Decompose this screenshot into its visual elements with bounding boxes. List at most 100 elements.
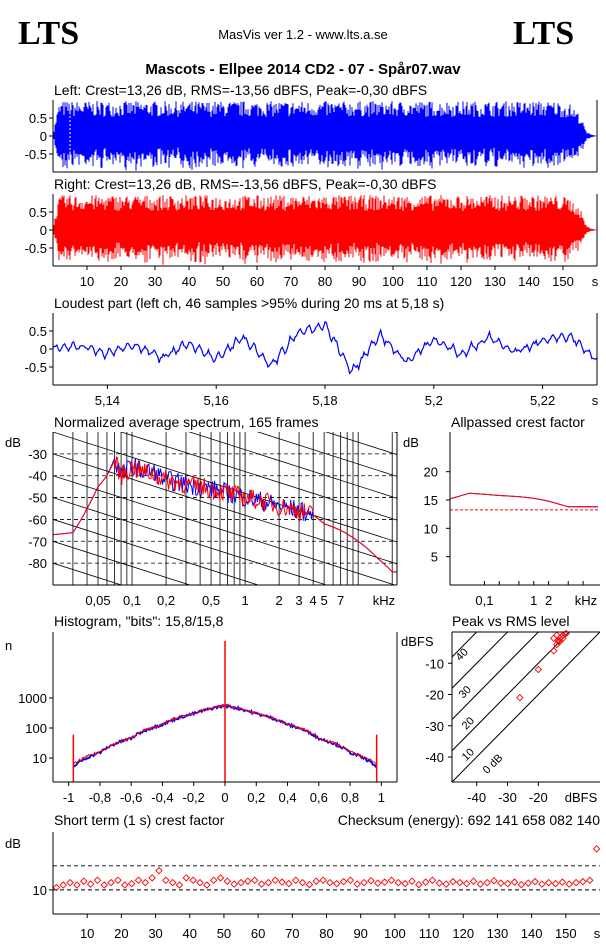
spectrum-slope-line: [53, 540, 192, 585]
right-wave-title: Right: Crest=13,26 dB, RMS=-13,56 dBFS, …: [54, 176, 436, 192]
histogram-xtick-label: -0,2: [183, 790, 205, 805]
histogram-xtick-label: -0,8: [89, 790, 111, 805]
short-crest-point: [408, 877, 416, 885]
allpass-ytick-label: 10: [424, 521, 438, 536]
allpass-line-left: [449, 492, 598, 508]
short-crest-point: [223, 877, 232, 885]
short-crest-xtick-label: 120: [452, 926, 474, 941]
spectrum-slope-line: [120, 432, 397, 521]
loudest-ytick-label: -0.5: [25, 360, 47, 375]
spectrum-xtick-label: 0,5: [202, 593, 220, 608]
spectrum-xtick-label: 1: [241, 593, 248, 608]
short-crest-point: [346, 876, 355, 884]
right-wave-xtick-label: 130: [484, 274, 506, 289]
short-crest-point: [565, 880, 573, 888]
loudest-ytick-label: 0.5: [29, 324, 47, 339]
right-wave-xtick-label: 60: [250, 274, 264, 289]
loudest-ytick-label: 0: [40, 342, 47, 357]
short-crest-xtick-label: 110: [419, 926, 440, 941]
file-title: Mascots - Ellpee 2014 CD2 - 07 - Spår07.…: [145, 61, 461, 78]
short-crest-point: [503, 879, 512, 888]
short-crest-xtick-label: 150: [555, 926, 577, 941]
loudest-xunit-label: s: [592, 393, 599, 408]
histogram-xtick-label: 0,4: [279, 790, 297, 805]
short-crest-point: [244, 877, 252, 885]
spectrum-ytick-label: -30: [28, 447, 47, 462]
peak-rms-diagonals: [452, 632, 600, 782]
spectrum-ytick-label: -40: [28, 469, 47, 484]
short-crest-xtick-label: 140: [521, 926, 543, 941]
right-wave-xtick-label: 120: [450, 274, 472, 289]
loudest-xtick-label: 5,2: [425, 393, 443, 408]
short-crest-point: [469, 877, 478, 885]
allpass-xtick-label: 2: [545, 593, 552, 608]
short-crest-point: [415, 880, 423, 889]
peak-rms-point: [556, 637, 564, 646]
short-crest-point: [162, 876, 170, 884]
app-title: MasVis ver 1.2 - www.lts.a.se: [218, 27, 388, 42]
peak-rms-diagonal-label: 40: [454, 646, 471, 663]
logo-left: LTS: [18, 15, 79, 52]
allpass-xtick-label: 0,1: [475, 593, 493, 608]
histogram-ytick-label: 10: [33, 751, 47, 766]
peak-rms-ytick-label: -30: [425, 719, 444, 734]
short-crest-point: [127, 879, 136, 888]
peak-rms-ytick-label: -20: [425, 688, 444, 703]
right-wave-xtick-label: 70: [284, 274, 298, 289]
spectrum-ytick-label: -70: [28, 534, 47, 549]
short-crest-point: [114, 876, 122, 884]
short-crest-point: [209, 876, 218, 884]
short-crest-point: [551, 879, 560, 888]
short-crest-point: [374, 879, 382, 887]
short-crest-point: [73, 881, 81, 889]
short-crest-point: [319, 876, 327, 884]
short-crest-point: [141, 878, 150, 887]
short-crest-point: [476, 880, 485, 888]
short-crest-point: [428, 876, 437, 884]
short-crest-point: [579, 877, 587, 886]
spectrum-slope-line: [53, 453, 397, 565]
allpass-title: Allpassed crest factor: [451, 414, 585, 430]
spectrum-xunit-label: kHz: [373, 593, 395, 608]
spectrum-slope-line: [53, 475, 397, 585]
short-crest-point: [203, 881, 211, 889]
spectrum-ytick-label: -50: [28, 491, 47, 506]
short-crest-point: [490, 876, 498, 885]
short-crest-xtick-label: 30: [148, 926, 162, 941]
spectrum-xtick-label: 0,2: [157, 593, 175, 608]
right-wave-ytick-label: -0.5: [25, 241, 47, 256]
spectrum-xtick-label: 7: [337, 593, 344, 608]
right-wave-xtick-label: 150: [552, 274, 574, 289]
short-crest-point: [339, 877, 348, 886]
short-crest-point: [59, 881, 68, 889]
spectrum-title: Normalized average spectrum, 165 frames: [54, 414, 319, 430]
histogram-xtick-label: 0,2: [247, 790, 265, 805]
short-crest-point: [52, 883, 61, 892]
short-crest-point: [483, 878, 491, 887]
checksum-text: Checksum (energy): 692 141 658 082 140: [338, 812, 600, 828]
short-crest-point: [175, 881, 184, 889]
right-wave-xunit-label: s: [592, 274, 599, 289]
right-wave-xtick-label: 20: [114, 274, 128, 289]
left-wave-ytick-label: 0: [40, 129, 47, 144]
short-crest-point: [100, 881, 109, 889]
short-crest-point: [155, 866, 163, 875]
short-crest-point: [182, 874, 191, 882]
short-crest-point: [367, 876, 375, 885]
short-crest-xtick-label: 10: [80, 926, 94, 941]
spectrum-ylabel: dB: [5, 435, 21, 450]
short-crest-xunit-label: s: [594, 926, 601, 941]
short-crest-xtick-label: 20: [114, 926, 128, 941]
spectrum-ytick-label: -60: [28, 512, 47, 527]
peak-rms-xtick-label: -20: [529, 790, 548, 805]
peak-rms-xtick-label: -30: [498, 790, 517, 805]
peak-rms-point: [550, 634, 558, 642]
short-crest-point: [216, 874, 225, 882]
short-crest-point: [517, 880, 526, 889]
allpass-ytick-label: 20: [424, 465, 438, 480]
left-wave-signal: [53, 101, 597, 171]
spectrum-xtick-label: 3: [295, 593, 302, 608]
histogram-xtick-label: -0,6: [120, 790, 142, 805]
